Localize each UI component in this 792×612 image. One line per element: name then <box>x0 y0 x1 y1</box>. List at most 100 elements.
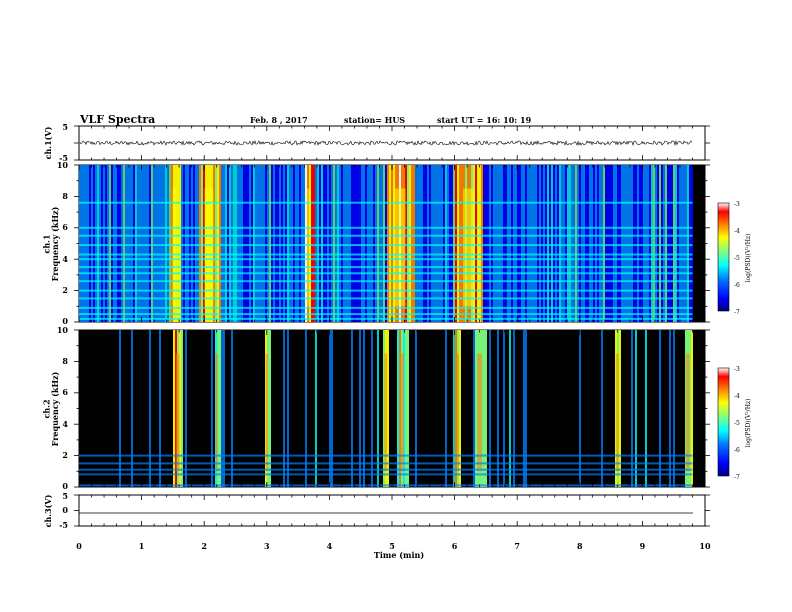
spectrogram-column <box>557 165 559 322</box>
spectrogram-column <box>411 165 413 322</box>
x-axis: 0 1 2 3 4 5 6 7 8 9 10 Time (min) <box>76 541 711 560</box>
spectrogram-column <box>603 165 605 322</box>
spectrogram-column <box>351 165 353 322</box>
spectrogram-column <box>329 330 331 487</box>
spectrogram-column <box>333 165 335 322</box>
spectrogram-column <box>549 165 551 322</box>
ch1-spectrogram-ylabel: ch.1Frequency (kHz) <box>41 206 60 281</box>
spectrogram-emission-line <box>79 462 693 465</box>
spectrogram-emission-line <box>79 258 693 261</box>
x-tick-3: 3 <box>264 541 270 551</box>
spectrogram-column <box>215 165 217 322</box>
spectrogram-column <box>571 165 573 322</box>
spectrogram-column <box>293 165 295 322</box>
spectrogram-column <box>219 165 221 322</box>
spectrogram-column <box>381 165 383 322</box>
spectrogram-column <box>303 165 305 322</box>
spectrogram-column <box>677 165 679 322</box>
spectrogram-column <box>497 330 499 487</box>
spectrogram-column <box>331 165 333 322</box>
spectrogram-column <box>169 165 171 322</box>
ch2-freq-tick-8: 8 <box>62 356 68 366</box>
spectrogram-burst <box>394 188 406 307</box>
spectrogram-column <box>251 165 253 322</box>
spectrogram-column <box>123 165 125 322</box>
spectrogram-column <box>163 165 165 322</box>
spectrogram-column <box>173 330 175 487</box>
spectrogram-column <box>543 165 545 322</box>
x-tick-0: 0 <box>76 541 82 551</box>
ch1-ytick-bottom: -5 <box>59 153 68 163</box>
date-label: Feb. 8 , 2017 <box>250 115 308 125</box>
spectrogram-column <box>525 165 527 322</box>
spectrogram-column <box>531 165 533 322</box>
station-label: station= HUS <box>344 115 406 125</box>
spectrogram-column <box>133 165 135 322</box>
spectrogram-column <box>91 165 93 322</box>
spectrogram-column <box>227 165 229 322</box>
spectrogram-column <box>551 165 553 322</box>
cb2-tick-m7: -7 <box>734 474 740 481</box>
spectrogram-column <box>107 165 109 322</box>
spectrogram-column <box>503 165 505 322</box>
spectrogram-column <box>387 165 389 322</box>
spectrogram-column <box>513 330 515 487</box>
spectrogram-column <box>413 165 415 322</box>
ch1-freq-tick-10: 10 <box>57 160 69 170</box>
spectrogram-column <box>555 165 557 322</box>
spectrogram-column <box>663 165 665 322</box>
spectrogram-column <box>351 330 353 487</box>
spectrogram-column <box>195 165 197 322</box>
spectrogram-burst <box>204 188 214 307</box>
spectrogram-burst <box>456 353 459 472</box>
spectrogram-column <box>277 165 279 322</box>
spectrogram-column <box>679 165 681 322</box>
spectrogram-column <box>325 165 327 322</box>
spectrogram-column <box>569 165 571 322</box>
spectrogram-column <box>425 165 427 322</box>
spectrogram-column <box>125 165 127 322</box>
spectrogram-column <box>363 165 365 322</box>
spectrogram-column <box>575 165 577 322</box>
spectrogram-column <box>131 165 133 322</box>
spectrogram-column <box>479 165 481 322</box>
spectrogram-column <box>287 165 289 322</box>
spectrogram-burst <box>265 353 268 472</box>
spectrogram-column <box>149 330 151 487</box>
spectrogram-column <box>237 165 239 322</box>
spectrogram-column <box>361 165 363 322</box>
spectrogram-column <box>451 165 453 322</box>
spectrogram-column <box>217 165 219 322</box>
spectrogram-column <box>377 165 379 322</box>
spectrogram-column <box>637 165 639 322</box>
ch1-freq-tick-2: 2 <box>62 285 68 295</box>
spectrogram-column <box>155 165 157 322</box>
x-tick-2: 2 <box>201 541 207 551</box>
spectrogram-column <box>651 165 653 322</box>
spectrogram-column <box>383 330 385 487</box>
colorbar-ch2-gradient <box>717 367 730 477</box>
spectrogram-column <box>275 165 277 322</box>
spectrogram-column <box>329 165 331 322</box>
spectrogram-column <box>611 165 613 322</box>
spectrogram-column <box>617 165 619 322</box>
spectrogram-column <box>219 330 221 487</box>
spectrogram-column <box>691 330 693 487</box>
spectrogram-column <box>657 165 659 322</box>
spectrogram-column <box>523 330 525 487</box>
spectrogram-column <box>93 165 95 322</box>
spectrogram-column <box>81 165 83 322</box>
spectrogram-column <box>301 165 303 322</box>
spectrogram-column <box>355 165 357 322</box>
ch2-spectrogram-image <box>79 330 693 487</box>
spectrogram-column <box>285 165 287 322</box>
spectrogram-column <box>235 165 237 322</box>
spectrogram-column <box>529 165 531 322</box>
spectrogram-burst <box>215 353 218 472</box>
spectrogram-column <box>613 165 615 322</box>
spectrogram-column <box>201 165 203 322</box>
spectrogram-emission-line <box>79 484 693 487</box>
spectrogram-column <box>553 165 555 322</box>
spectrogram-column <box>249 165 251 322</box>
spectrogram-column <box>579 330 581 487</box>
